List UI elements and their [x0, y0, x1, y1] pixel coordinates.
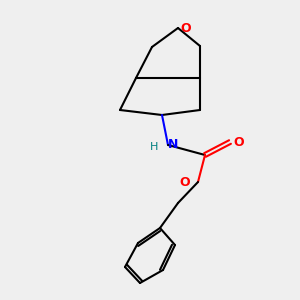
- Text: N: N: [168, 139, 178, 152]
- Text: O: O: [179, 176, 190, 188]
- Text: O: O: [233, 136, 244, 148]
- Text: O: O: [180, 22, 190, 34]
- Text: H: H: [150, 142, 158, 152]
